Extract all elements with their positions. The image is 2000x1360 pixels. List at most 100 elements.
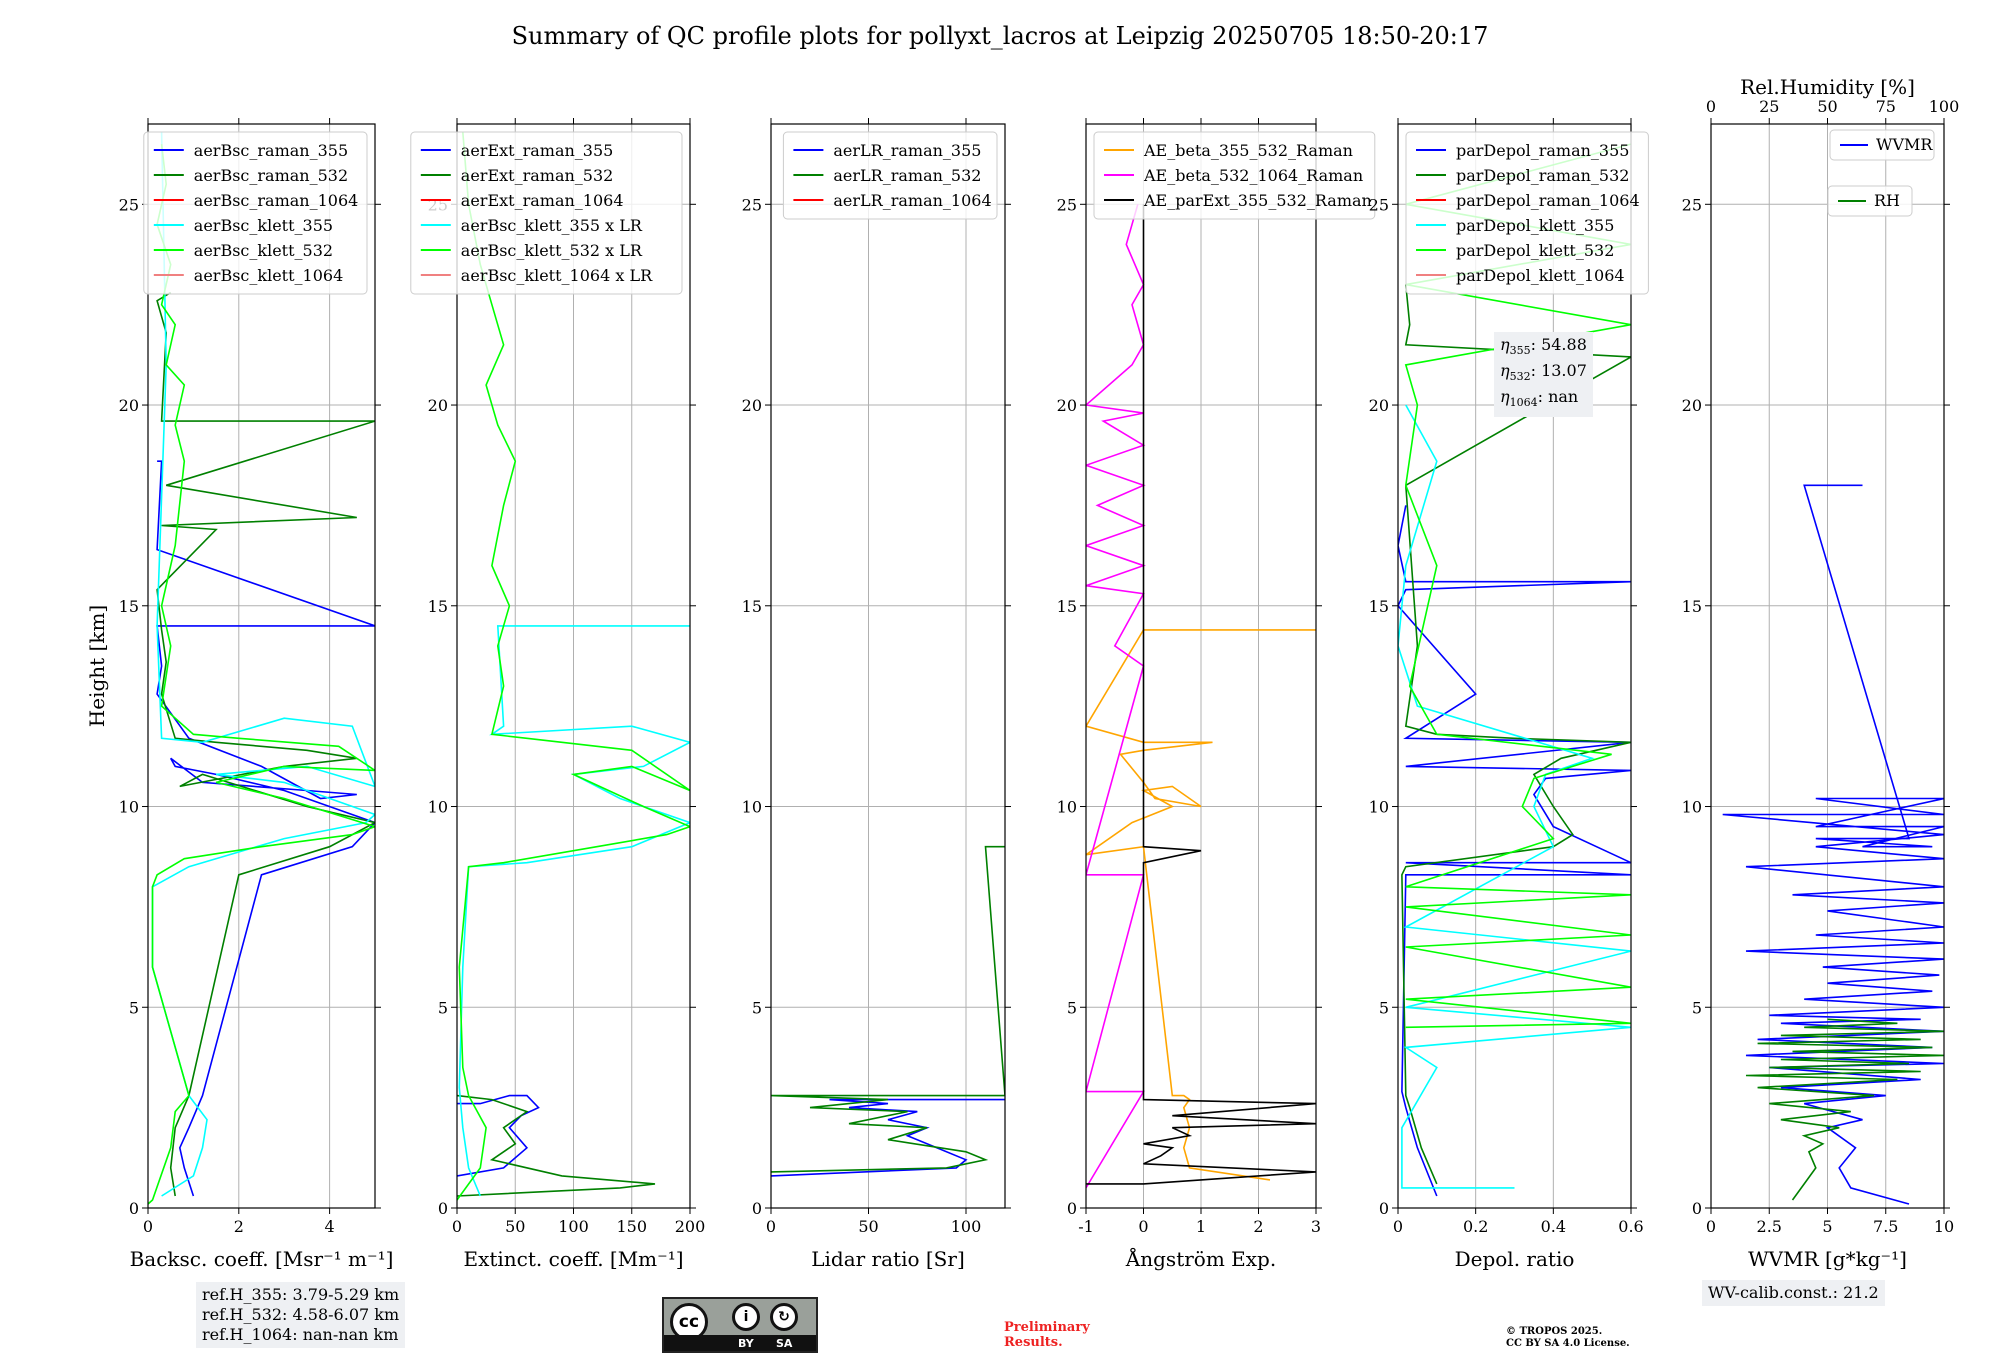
ytick-label: 25 xyxy=(1682,195,1702,214)
ytick-label: 10 xyxy=(1682,798,1702,817)
top-x-axis-label: Rel.Humidity [%] xyxy=(1740,75,1915,99)
ytick-label: 5 xyxy=(1067,998,1077,1017)
series-aerBsc_klett_355 x LR xyxy=(458,625,690,1197)
panel-2: 0510152025050100150200Extinct. coeff. [M… xyxy=(410,118,705,1271)
xtick-label: 0 xyxy=(766,1217,776,1236)
by-icon: i xyxy=(732,1303,760,1331)
ytick-label: 15 xyxy=(428,597,448,616)
legend-label: aerExt_raman_532 xyxy=(461,166,614,185)
ytick-label: 20 xyxy=(1369,396,1389,415)
xtick-label: 0 xyxy=(1393,1217,1403,1236)
x-axis-label: Backsc. coeff. [Msr⁻¹ m⁻¹] xyxy=(130,1247,394,1271)
ytick-label: 10 xyxy=(428,798,448,817)
legend-label: parDepol_klett_355 xyxy=(1456,216,1614,235)
eta-1064: η1064: nan xyxy=(1500,387,1579,410)
panel-1: 0 5 10 15 20 25 0 2 4 Backsc. coeff. [Msr⁻¹ m⁻¹] H… xyxy=(85,118,393,1271)
ytick-label: 0 xyxy=(752,1199,762,1218)
xtick-label: 3 xyxy=(1311,1217,1321,1236)
legend-label: aerLR_raman_532 xyxy=(833,166,981,185)
top-xtick-label: 0 xyxy=(1706,97,1716,116)
figure-title: Summary of QC profile plots for pollyxt_… xyxy=(511,22,1489,50)
legend: aerBsc_raman_355 aerBsc_raman_532 aerBsc_r… xyxy=(143,131,368,295)
series-parDepol_klett_532 xyxy=(1404,143,1631,1029)
legend-box xyxy=(143,131,368,295)
eta-532: η532: 13.07 xyxy=(1500,361,1587,384)
ytick-label: 0 xyxy=(1379,1199,1389,1218)
legend-label: WVMR xyxy=(1876,135,1933,154)
preliminary-note: Preliminary Results. xyxy=(1004,1320,1090,1350)
ytick-label: 25 xyxy=(1369,195,1389,214)
series-aerExt_raman_532 xyxy=(457,1094,656,1197)
xtick-label: 0 xyxy=(1138,1217,1148,1236)
ytick-label: 10 xyxy=(119,798,139,817)
xtick-label: 100 xyxy=(558,1217,589,1236)
legend: AE_beta_355_532_Raman AE_beta_532_1064_Ra… xyxy=(1093,131,1376,220)
legend: aerExt_raman_355 aerExt_raman_532 aerExt_r… xyxy=(410,131,683,295)
top-xtick-label: 100 xyxy=(1929,97,1960,116)
eta-box: η355: 54.88 η532: 13.07 η1064: nan xyxy=(1494,332,1593,417)
legend-label: parDepol_klett_1064 xyxy=(1456,266,1625,285)
ytick-label: 5 xyxy=(438,998,448,1017)
legend-label: RH xyxy=(1874,191,1900,210)
sa-label: SA xyxy=(776,1337,793,1350)
panel-3: 0 5 10 15 20 25 0 50 100 Lidar ratio [Sr] aerLR_ra… xyxy=(742,118,1011,1271)
ytick-label: 15 xyxy=(1057,597,1077,616)
legend-box xyxy=(1405,131,1649,295)
xtick-label: -1 xyxy=(1078,1217,1094,1236)
ytick-label: 20 xyxy=(742,396,762,415)
xtick-label: 7.5 xyxy=(1873,1217,1898,1236)
legend-box xyxy=(1829,129,1935,161)
ytick-label: 15 xyxy=(1369,597,1389,616)
series-aerBsc_klett_532 xyxy=(148,144,375,1205)
ytick-label: 20 xyxy=(428,396,448,415)
series-aerExt_raman_355 xyxy=(457,1094,540,1177)
ytick-label: 20 xyxy=(1057,396,1077,415)
xtick-label: 1 xyxy=(1196,1217,1206,1236)
y-axis-label: Height [km] xyxy=(85,605,109,727)
xtick-label: 2 xyxy=(234,1217,244,1236)
ytick-label: 0 xyxy=(1067,1199,1077,1218)
xtick-label: 0.6 xyxy=(1618,1217,1643,1236)
xtick-label: 0 xyxy=(1706,1217,1716,1236)
legend-label: aerExt_raman_355 xyxy=(461,141,614,160)
ytick-label: 15 xyxy=(1682,597,1702,616)
ytick-label: 10 xyxy=(1057,798,1077,817)
legend-label: aerBsc_raman_532 xyxy=(194,166,348,185)
series-AE_beta_532_1064_Raman xyxy=(1086,204,1146,1189)
series-aerLR_raman_532 xyxy=(771,845,1005,1173)
series-aerBsc_klett_532 x LR xyxy=(457,131,690,1201)
legend: WVMR xyxy=(1829,129,1935,161)
series-aerBsc_klett_355 xyxy=(151,131,375,1197)
xtick-label: 5 xyxy=(1822,1217,1832,1236)
legend: parDepol_raman_355 parDepol_raman_532 parD… xyxy=(1405,131,1649,295)
legend-label: aerBsc_klett_532 xyxy=(194,241,333,260)
by-label: BY xyxy=(738,1337,754,1350)
cc-license-badge: cc i ↻ BY SA xyxy=(662,1297,818,1353)
ytick-label: 15 xyxy=(119,597,139,616)
refH-355: ref.H_355: 3.79-5.29 km xyxy=(202,1285,400,1304)
legend-label: AE_beta_532_1064_Raman xyxy=(1143,166,1363,185)
ytick-label: 0 xyxy=(1692,1199,1702,1218)
xtick-label: 0.4 xyxy=(1541,1217,1566,1236)
ytick-label: 5 xyxy=(129,998,139,1017)
xtick-label: 2.5 xyxy=(1757,1217,1782,1236)
ytick-label: 25 xyxy=(742,195,762,214)
wv-calib-box: WV-calib.const.: 21.2 xyxy=(1702,1280,1885,1306)
series-aerBsc_raman_355 xyxy=(156,460,375,1197)
x-axis-label: Ångström Exp. xyxy=(1125,1246,1276,1271)
ytick-label: 5 xyxy=(1379,998,1389,1017)
legend-label: aerBsc_klett_355 xyxy=(194,216,333,235)
ytick-label: 5 xyxy=(752,998,762,1017)
legend-label: AE_parExt_355_532_Raman xyxy=(1143,191,1372,210)
series-RH xyxy=(1745,1018,1944,1201)
ytick-label: 10 xyxy=(1369,798,1389,817)
legend: aerLR_raman_355 aerLR_raman_532 aerLR_rama… xyxy=(782,131,998,220)
ytick-label: 20 xyxy=(119,396,139,415)
legend-label: aerExt_raman_1064 xyxy=(461,191,624,210)
ytick-label: 25 xyxy=(1057,195,1077,214)
xtick-label: 2 xyxy=(1253,1217,1263,1236)
legend-label: parDepol_raman_355 xyxy=(1456,141,1629,160)
ytick-label: 20 xyxy=(1682,396,1702,415)
